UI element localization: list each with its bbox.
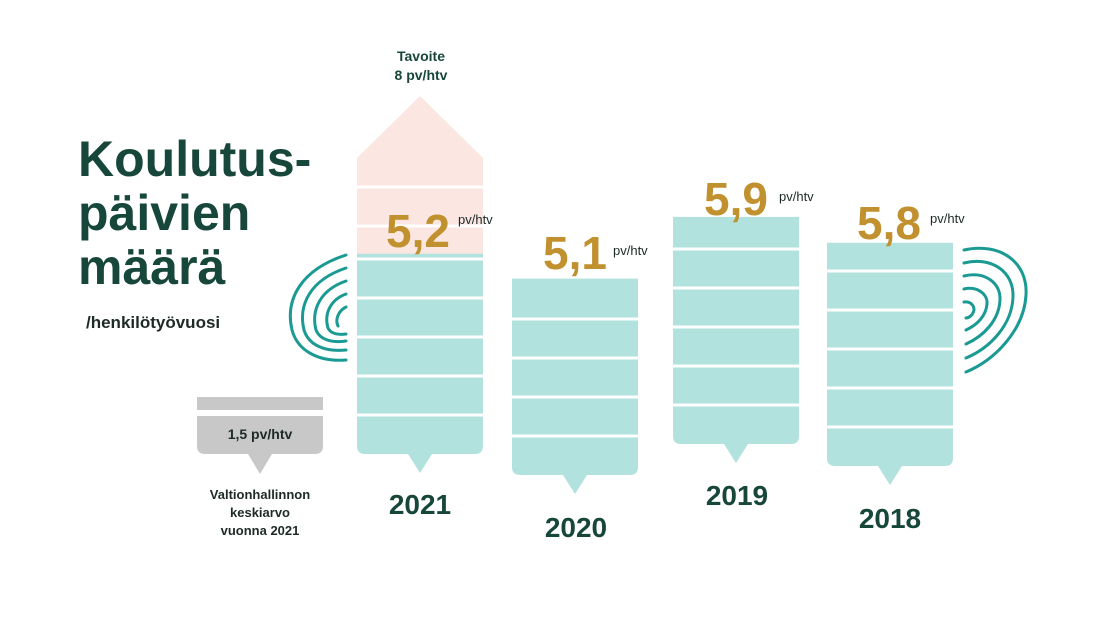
reference-caption-line-1: Valtionhallinnon — [209, 487, 311, 502]
year-label-2019: 2019 — [705, 480, 769, 511]
reference-box — [197, 416, 323, 474]
target-label-text: Tavoite — [397, 48, 445, 64]
page-subtitle: /henkilötyövuosi — [86, 313, 221, 332]
unit-label-2020: pv/htv — [613, 243, 648, 258]
value-label-2021: 5,2 — [386, 205, 450, 257]
title-line-1: Koulutus- — [78, 131, 312, 187]
title-line-2: päivien — [78, 185, 251, 241]
reference-caption: Valtionhallinnon keskiarvo vuonna 2021 — [190, 486, 330, 540]
bar-2021 — [357, 253, 483, 473]
bar-2019 — [673, 216, 799, 463]
bar-2018 — [827, 242, 953, 485]
target-marker — [357, 96, 483, 258]
title-line-3: määrä — [78, 239, 226, 295]
unit-label-2021: pv/htv — [458, 212, 493, 227]
fingerprint-right-icon — [962, 246, 1028, 374]
reference-value: 1,5 pv/htv — [227, 426, 293, 442]
unit-label-2019: pv/htv — [779, 189, 814, 204]
target-label: Tavoite 8 pv/htv — [370, 47, 472, 85]
reference-caption-line-3: vuonna 2021 — [220, 523, 300, 538]
page-title: Koulutus- päivien määrä — [78, 132, 311, 294]
year-label-2021: 2021 — [388, 489, 452, 520]
fingerprint-left-icon — [288, 253, 348, 362]
value-label-2020: 5,1 — [543, 227, 607, 279]
reference-top-bar — [197, 397, 323, 410]
unit-label-2018: pv/htv — [930, 211, 965, 226]
bar-2020 — [512, 278, 638, 494]
target-value-text: 8 pv/htv — [394, 67, 448, 83]
value-label-2019: 5,9 — [704, 173, 768, 225]
year-label-2018: 2018 — [858, 503, 922, 534]
year-label-2020: 2020 — [544, 512, 608, 543]
reference-caption-line-2: keskiarvo — [230, 505, 290, 520]
value-label-2018: 5,8 — [857, 197, 921, 249]
